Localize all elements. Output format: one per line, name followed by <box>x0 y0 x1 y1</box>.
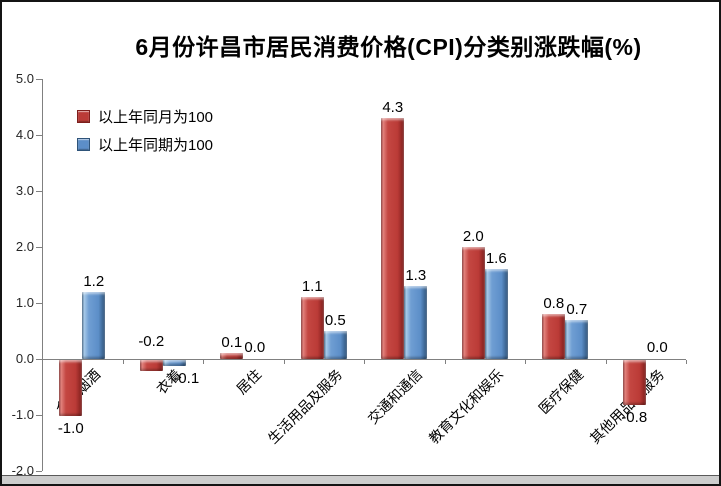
value-label: -0.2 <box>138 333 165 350</box>
value-label: -0.8 <box>621 408 648 426</box>
value-label: 1.3 <box>405 267 427 285</box>
bar-series0-cat1 <box>139 360 163 372</box>
x-tick <box>203 360 204 364</box>
bar-series0-cat2 <box>220 353 244 359</box>
legend-label: 以上年同期为100 <box>98 136 214 154</box>
value-label: 0.0 <box>646 339 668 356</box>
y-tick-label: 4.0 <box>15 127 34 142</box>
x-tick <box>122 360 124 364</box>
bar-series0-cat4 <box>381 118 405 359</box>
x-tick <box>444 360 446 364</box>
bar-series1-cat6 <box>565 319 589 359</box>
y-tick <box>36 191 42 192</box>
legend-label: 以上年同月为100 <box>98 108 214 126</box>
x-tick <box>42 360 43 364</box>
value-label: 0.7 <box>566 300 588 318</box>
y-tick <box>36 415 42 416</box>
bar-series0-cat5 <box>461 247 485 359</box>
value-label: 0.0 <box>244 339 266 356</box>
x-tick <box>525 360 526 364</box>
chart-stage: 6月份许昌市居民消费价格(CPI)分类别涨跌幅(%) 5.0 4.0 3.0 2.0 1… <box>2 2 719 478</box>
bar-series1-cat1 <box>162 360 186 366</box>
value-label: -1.0 <box>57 420 84 437</box>
y-tick-label: 5.0 <box>15 71 34 86</box>
bar-series1-cat4 <box>404 286 428 359</box>
legend-swatch-icon <box>77 109 90 123</box>
value-label: 2.0 <box>462 228 484 245</box>
bar-series0-cat3 <box>300 297 324 359</box>
x-tick <box>283 360 285 364</box>
y-tick <box>36 471 42 472</box>
y-tick <box>36 359 42 360</box>
y-tick-label: 3.0 <box>15 183 34 198</box>
value-label: 0.8 <box>543 295 565 313</box>
value-label: 0.5 <box>324 312 346 329</box>
legend-item: 以上年同期为100 <box>77 136 214 154</box>
value-label: -0.1 <box>173 369 200 387</box>
bar-series1-cat3 <box>323 331 347 359</box>
chart-title: 6月份许昌市居民消费价格(CPI)分类别涨跌幅(%) <box>135 34 642 60</box>
legend-swatch-icon <box>77 137 90 151</box>
y-tick-label: 0.0 <box>15 351 34 366</box>
bar-series0-cat0 <box>59 360 83 416</box>
window-bottom-strip <box>2 475 719 484</box>
y-tick <box>36 247 42 248</box>
value-label: 1.6 <box>485 250 507 268</box>
legend: 以上年同月为100 以上年同期为100 <box>77 108 213 164</box>
bar-series1-cat5 <box>484 269 508 359</box>
value-label: 1.1 <box>301 278 323 296</box>
y-tick <box>36 79 42 80</box>
bar-series0-cat7 <box>622 360 646 405</box>
x-tick <box>686 360 687 364</box>
value-label: 1.2 <box>83 272 105 290</box>
x-tick <box>605 360 607 364</box>
value-label: 4.3 <box>382 99 404 117</box>
y-tick-label: 1.0 <box>15 295 34 310</box>
bar-series1-cat0 <box>82 291 106 359</box>
y-tick <box>36 135 42 136</box>
value-label: 0.1 <box>221 334 243 352</box>
y-tick <box>36 303 42 304</box>
y-tick-label: -1.0 <box>11 407 34 422</box>
y-axis-line <box>42 79 43 471</box>
x-tick <box>364 360 365 364</box>
legend-item: 以上年同月为100 <box>77 108 214 126</box>
bar-series0-cat6 <box>542 314 566 359</box>
y-tick-label: -2.0 <box>11 463 34 478</box>
y-tick-label: 2.0 <box>15 239 34 254</box>
x-axis-line <box>42 359 686 360</box>
